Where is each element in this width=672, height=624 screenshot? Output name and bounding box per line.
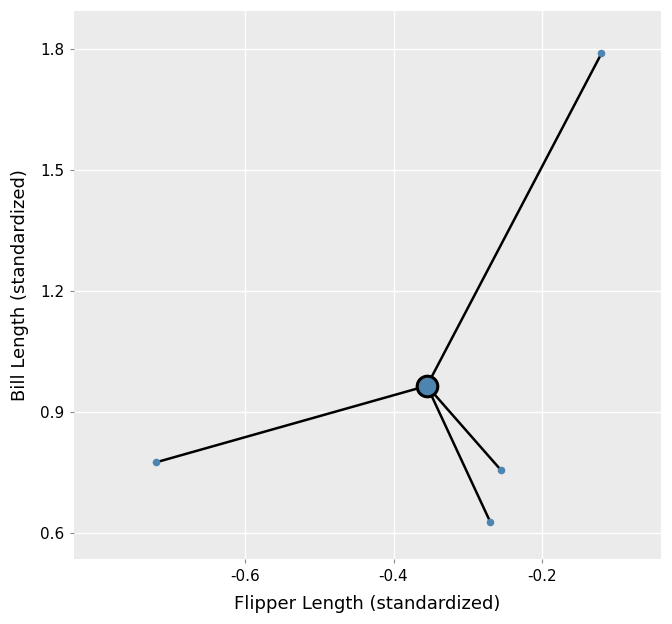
Point xyxy=(421,381,432,391)
Point xyxy=(151,457,161,467)
Point xyxy=(485,517,495,527)
Y-axis label: Bill Length (standardized): Bill Length (standardized) xyxy=(11,169,29,401)
X-axis label: Flipper Length (standardized): Flipper Length (standardized) xyxy=(235,595,501,613)
Point xyxy=(596,49,607,59)
Point xyxy=(496,466,507,475)
